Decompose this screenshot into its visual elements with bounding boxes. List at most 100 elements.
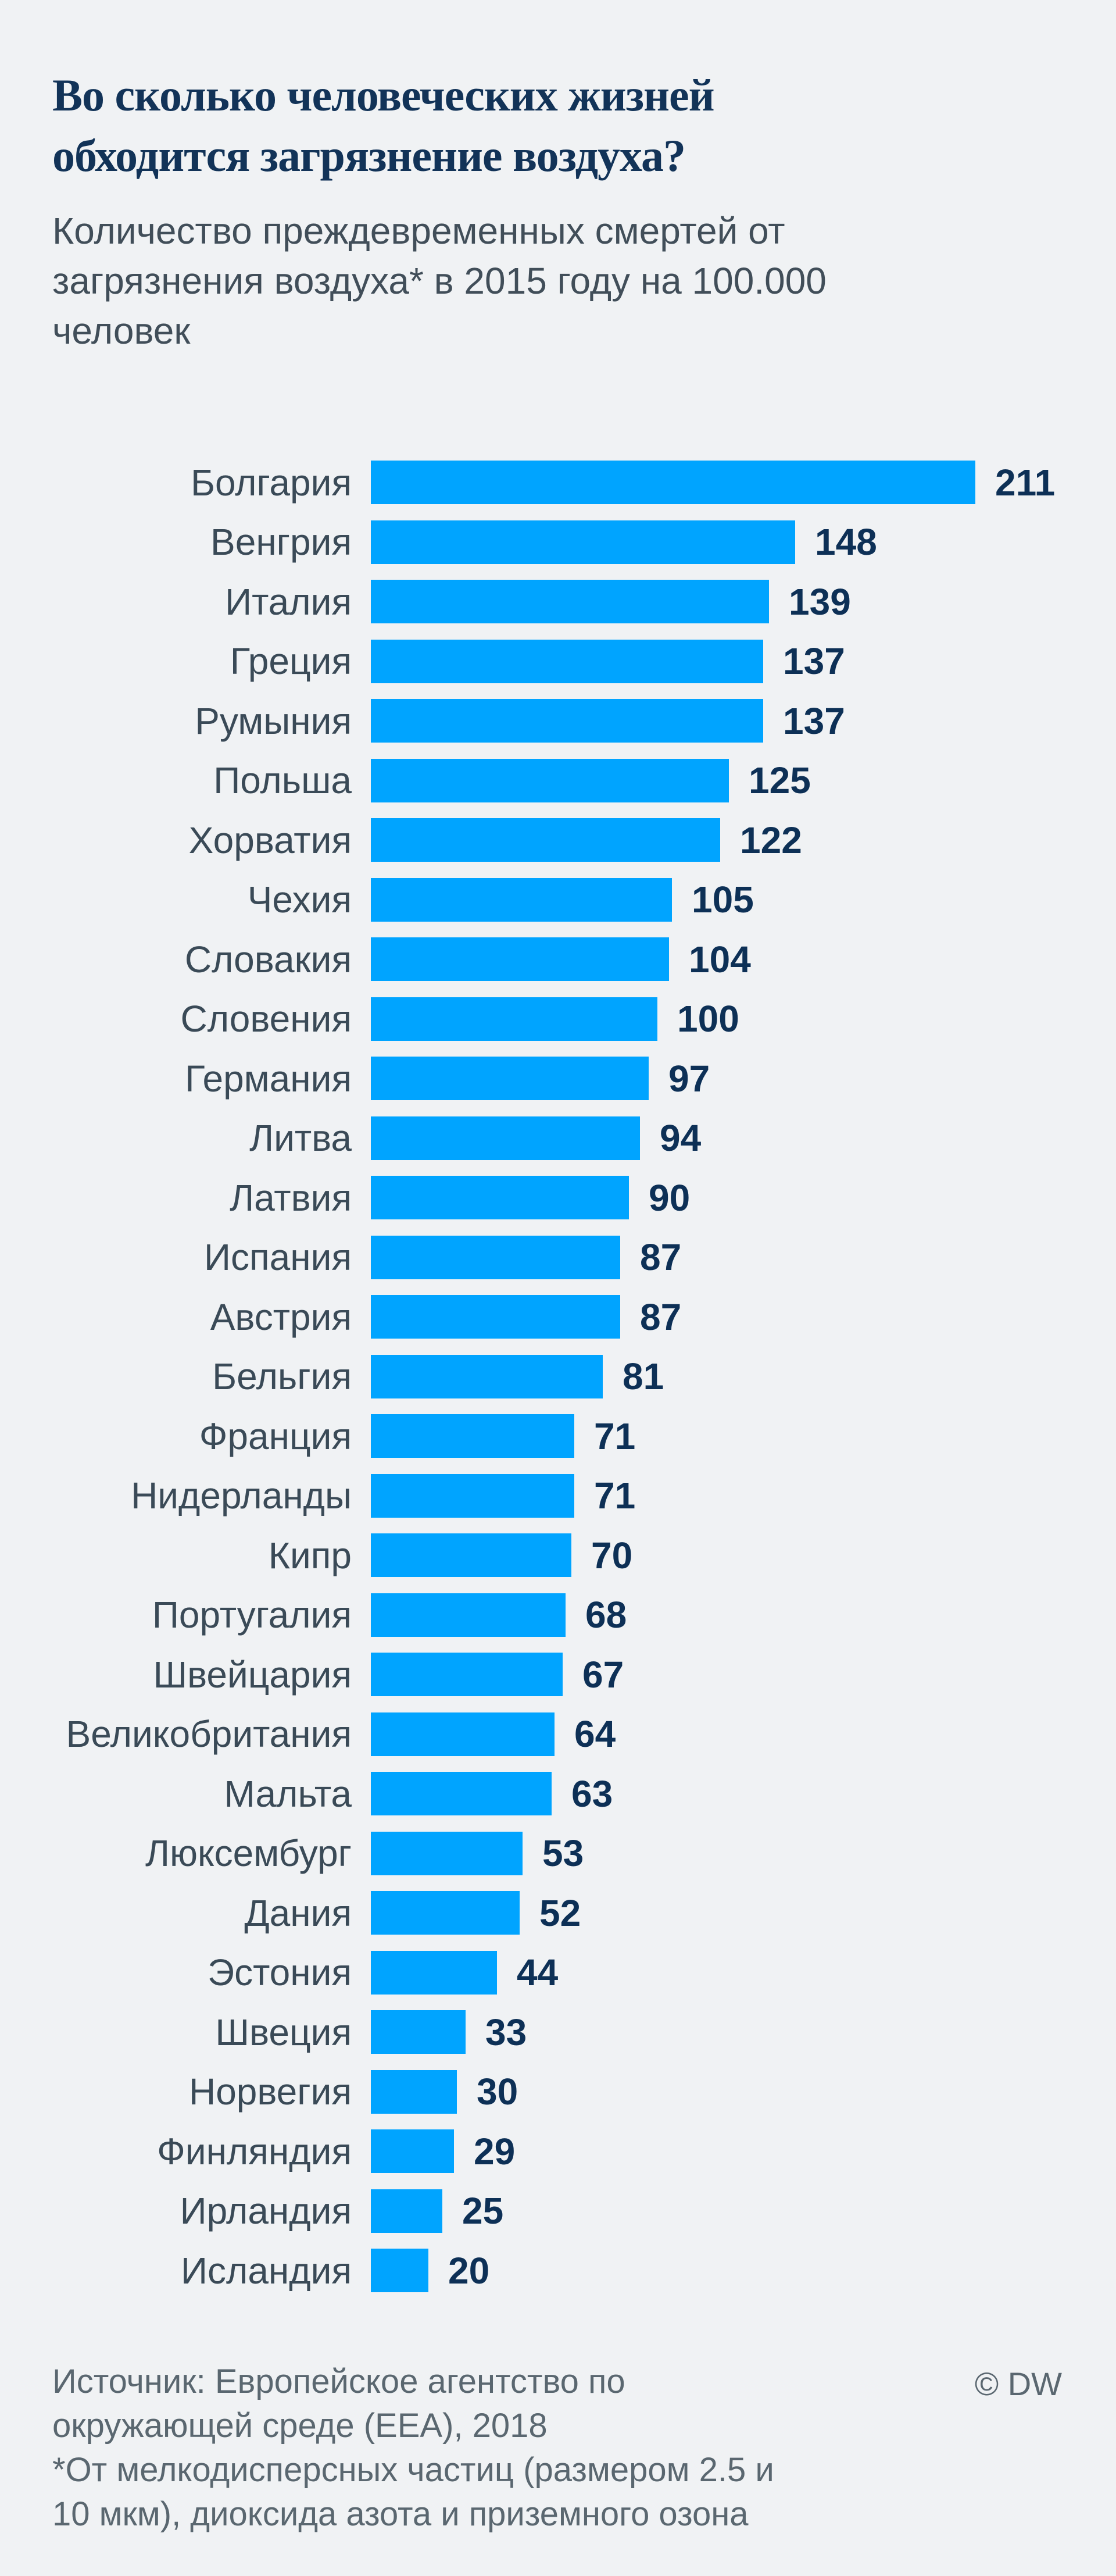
bar-value: 148	[815, 521, 877, 563]
bar-label: Латвия	[230, 1176, 352, 1219]
bar-track: 52	[371, 1891, 581, 1935]
bar-row: Чехия 105	[0, 877, 1116, 922]
bar-label: Великобритания	[66, 1713, 352, 1755]
page-title: Во сколько человеческих жизней обходится …	[52, 65, 982, 186]
bar-track: 70	[371, 1533, 632, 1577]
bar	[371, 877, 672, 922]
bar	[371, 1473, 574, 1518]
bar-track: 122	[371, 818, 802, 862]
text-line: Источник: Европейское агентство по	[52, 2363, 625, 2400]
bar	[371, 2010, 466, 2054]
bar	[371, 2249, 428, 2292]
bar-row: Норвегия 30	[0, 2070, 1116, 2114]
bar-row: Люксембург 53	[0, 1831, 1116, 1875]
bar-row: Словакия 104	[0, 937, 1116, 981]
bar-track: 137	[371, 699, 845, 743]
bar-value: 105	[692, 879, 754, 920]
bar-value: 71	[594, 1475, 636, 1517]
bar	[371, 1593, 566, 1637]
bar-track: 104	[371, 937, 751, 981]
bar-label: Испания	[204, 1236, 352, 1278]
bar-row: Финляндия 29	[0, 2129, 1116, 2173]
bar-row: Кипр 70	[0, 1533, 1116, 1577]
bar-value: 94	[660, 1117, 702, 1159]
bar-label: Норвегия	[188, 2071, 352, 2113]
bar-row: Великобритания 64	[0, 1712, 1116, 1756]
bar	[371, 1295, 620, 1339]
bar-label: Бельгия	[212, 1355, 352, 1397]
bar-track: 211	[371, 461, 1055, 504]
bar-label: Кипр	[268, 1534, 352, 1576]
text-line: человек	[52, 310, 191, 352]
bar-value: 53	[542, 1832, 584, 1874]
bar-label: Польша	[213, 759, 352, 801]
bar-track: 29	[371, 2129, 515, 2173]
bar-value: 87	[640, 1296, 682, 1338]
bar-row: Австрия 87	[0, 1295, 1116, 1339]
bar-track: 33	[371, 2010, 527, 2054]
bar-value: 52	[539, 1892, 581, 1934]
bar-label: Исландия	[180, 2249, 352, 2292]
bar-chart: Болгария 211 Венгрия 148 Италия 139 Греция 137 Р…	[0, 461, 1116, 2292]
bar-value: 68	[585, 1594, 627, 1636]
bar-row: Словения 100	[0, 997, 1116, 1041]
bar-track: 87	[371, 1295, 681, 1339]
bar-row: Эстония 44	[0, 1950, 1116, 1995]
bar	[371, 2189, 442, 2233]
bar-value: 139	[789, 580, 851, 623]
bar-label: Словакия	[184, 938, 352, 980]
bar-row: Венгрия 148	[0, 520, 1116, 564]
bar	[371, 818, 720, 862]
bar-track: 148	[371, 520, 877, 564]
bar-label: Болгария	[190, 461, 352, 504]
text-line: 10 мкм), диоксида азота и приземного озо…	[52, 2495, 749, 2533]
bar-track: 44	[371, 1950, 559, 1995]
bar	[371, 1653, 563, 1696]
bar-value: 44	[517, 1951, 559, 1993]
bar-row: Германия 97	[0, 1057, 1116, 1100]
bar-value: 104	[689, 938, 751, 980]
bar-track: 30	[371, 2070, 518, 2114]
bar-label: Люксембург	[145, 1832, 352, 1874]
bar-track: 90	[371, 1176, 690, 1219]
bar-track: 67	[371, 1653, 624, 1696]
bar	[371, 639, 763, 683]
bar-track: 137	[371, 639, 845, 683]
bar-label: Хорватия	[188, 819, 352, 861]
bar-label: Франция	[199, 1415, 352, 1457]
bar-label: Греция	[230, 640, 352, 682]
bar-track: 63	[371, 1772, 613, 1815]
bar	[371, 1235, 620, 1279]
footer-text: Источник: Европейское агентство по окружа…	[52, 2360, 774, 2536]
bar-label: Нидерланды	[131, 1475, 352, 1517]
bar-value: 25	[462, 2190, 504, 2232]
bar-label: Ирландия	[180, 2190, 352, 2232]
page-subtitle: Количество преждевременных смертей от заг…	[52, 206, 1011, 356]
bar-label: Финляндия	[157, 2130, 352, 2172]
bar-track: 100	[371, 997, 739, 1041]
bar-label: Германия	[185, 1057, 352, 1100]
bar-row: Латвия 90	[0, 1176, 1116, 1219]
bar-value: 71	[594, 1415, 636, 1457]
bar	[371, 699, 763, 743]
bar-value: 30	[477, 2071, 518, 2113]
bar-row: Литва 94	[0, 1116, 1116, 1160]
bar-track: 64	[371, 1712, 616, 1756]
bar-row: Португалия 68	[0, 1593, 1116, 1637]
text-line: Во сколько человеческих жизней	[52, 70, 715, 120]
bar-row: Нидерланды 71	[0, 1473, 1116, 1518]
bar-value: 87	[640, 1236, 682, 1278]
bar-value: 64	[574, 1713, 616, 1755]
text-line: загрязнения воздуха* в 2015 году на 100.…	[52, 260, 827, 302]
bar	[371, 1414, 574, 1458]
bar	[371, 1712, 555, 1756]
bar-track: 94	[371, 1116, 701, 1160]
bar-row: Мальта 63	[0, 1772, 1116, 1815]
bar-track: 53	[371, 1831, 584, 1875]
text-line: окружающей среде (EEA), 2018	[52, 2407, 548, 2445]
bar-value: 125	[749, 759, 811, 801]
bar-row: Исландия 20	[0, 2249, 1116, 2292]
bar-row: Швеция 33	[0, 2010, 1116, 2054]
bar	[371, 1891, 520, 1935]
